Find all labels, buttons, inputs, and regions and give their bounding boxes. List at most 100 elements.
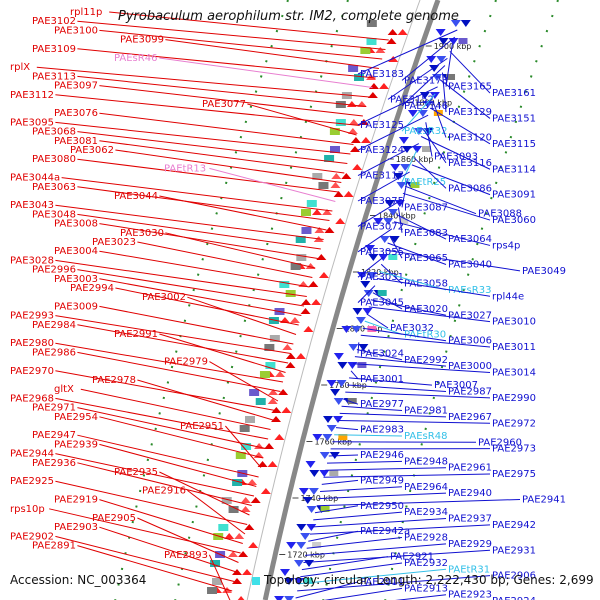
right-gene-label: PAE2949 [360, 475, 404, 486]
inner-ring [246, 0, 421, 600]
right-gene-label: PAE3120 [448, 133, 492, 144]
right-label-connector [393, 221, 491, 246]
left-label-connector [187, 296, 297, 335]
left-label-connector [77, 20, 386, 50]
right-gene-label: PAEsR48 [404, 431, 447, 442]
left-gene-label: PAEtR13 [164, 163, 206, 174]
forward-gene [224, 533, 235, 539]
right-gene-label: PAE2940 [448, 488, 492, 499]
feature-block [235, 452, 246, 459]
right-label-connector [354, 356, 447, 367]
left-gene-label: PAE2947 [32, 430, 76, 441]
right-gene-label: PAE2921 [390, 552, 434, 563]
reverse-gene [294, 578, 305, 585]
right-gene-label: PAEtR31 [448, 564, 490, 575]
left-gene-label: PAEsR46 [114, 53, 157, 64]
right-label-connector [401, 65, 446, 107]
left-gene-label: PAE3099 [120, 35, 164, 46]
right-gene-label: PAE2932 [404, 558, 448, 569]
left-gene-label: PAE2902 [10, 531, 54, 542]
right-label-connector [387, 242, 447, 265]
right-gene-label: PAEsR32 [404, 126, 447, 137]
reverse-gene [322, 434, 333, 441]
left-label-connector [99, 112, 354, 145]
reverse-gene [337, 362, 348, 369]
right-label-connector [430, 107, 491, 145]
right-label-connector [298, 568, 447, 585]
reverse-gene [363, 290, 374, 297]
feature-block [458, 38, 468, 44]
right-gene-label: PAE3006 [448, 336, 492, 347]
forward-gene [397, 29, 408, 35]
reverse-gene [308, 488, 319, 495]
feature-block [265, 362, 276, 369]
left-gene-label: rpl11p [70, 7, 102, 18]
feature-block [410, 182, 420, 188]
reverse-gene [274, 596, 285, 600]
left-label-connector [77, 131, 348, 164]
forward-gene [250, 497, 261, 503]
right-gene-label: PAE3116 [448, 158, 492, 169]
right-label-connector [313, 511, 403, 521]
left-label-connector [165, 232, 316, 269]
reverse-gene [326, 425, 337, 432]
reverse-gene [360, 281, 371, 288]
reverse-gene [450, 20, 461, 27]
forward-gene [300, 308, 311, 314]
right-label-connector [368, 306, 491, 323]
left-label-connector [61, 177, 333, 212]
left-label-connector [77, 545, 233, 592]
tick-label: 1900 kbp [434, 42, 472, 51]
right-label-connector [376, 278, 491, 297]
left-gene-label: PAE3030 [120, 228, 164, 239]
reverse-gene [355, 317, 366, 324]
feature-block [228, 506, 239, 513]
right-label-connector [404, 185, 477, 215]
forward-gene [318, 272, 329, 278]
reverse-gene [426, 56, 437, 63]
left-label-connector [77, 158, 339, 193]
left-gene-label: PAE3028 [10, 255, 54, 266]
right-label-connector [323, 473, 491, 478]
left-gene-label: PAE3077 [202, 99, 246, 110]
backbone-circle [262, 0, 441, 600]
forward-gene [386, 38, 397, 44]
reverse-gene [300, 533, 311, 540]
right-label-connector [335, 427, 359, 431]
right-label-connector [449, 50, 491, 94]
left-gene-label: PAE2984 [32, 320, 76, 331]
left-label-connector [55, 453, 255, 497]
left-gene-label: PAE2970 [10, 366, 54, 377]
forward-gene [267, 398, 278, 404]
left-gene-label: PAE3100 [54, 25, 98, 36]
left-label-connector [109, 11, 389, 41]
feature-block [301, 227, 312, 234]
right-gene-label: PAE3125 [360, 120, 404, 131]
right-label-connector [308, 530, 359, 542]
feature-block [338, 434, 348, 440]
left-label-connector [77, 434, 259, 478]
forward-gene [312, 209, 323, 215]
right-label-connector [327, 460, 403, 464]
reverse-gene [422, 101, 433, 108]
right-label-connector [341, 405, 403, 412]
right-gene-label: PAE2928 [404, 533, 448, 544]
left-gene-label: PAE3003 [54, 274, 98, 285]
forward-gene [343, 191, 354, 197]
right-label-connector [389, 235, 403, 259]
left-label-connector [55, 204, 324, 240]
reverse-gene [333, 353, 344, 360]
reverse-gene [373, 218, 384, 225]
right-label-connector [318, 492, 447, 500]
left-label-connector [115, 149, 342, 183]
forward-gene [375, 47, 386, 53]
right-label-connector [397, 207, 403, 233]
reverse-gene [319, 470, 330, 477]
right-gene-label: PAEtR30 [404, 329, 446, 340]
forward-gene [366, 74, 377, 80]
forward-gene [348, 119, 359, 125]
feature-block [335, 101, 346, 108]
right-label-connector [357, 29, 458, 75]
right-gene-label: PAE2990 [492, 393, 536, 404]
left-label-connector [99, 250, 310, 288]
